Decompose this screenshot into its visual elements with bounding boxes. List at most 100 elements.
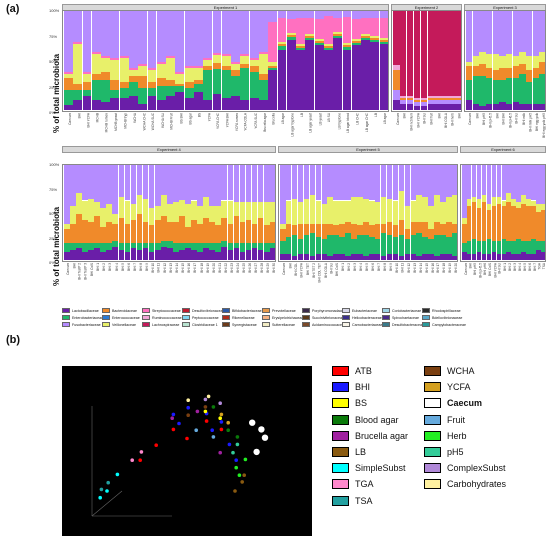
x-tick-label: BHI bbox=[402, 113, 407, 119]
x-tick-label: BHI pH6.5 bbox=[508, 113, 513, 128]
x-tick-label: BHI 13 bbox=[169, 263, 173, 273]
pca-legend-label: Herb bbox=[447, 430, 467, 441]
family-legend-label: Bacteroidaceae bbox=[112, 308, 137, 313]
pca-point bbox=[186, 413, 190, 417]
bar-segment bbox=[91, 80, 101, 100]
bar-segment bbox=[536, 250, 541, 260]
x-tick-label: BHI 6 bbox=[126, 263, 131, 271]
family-legend-swatch bbox=[422, 315, 430, 320]
bar-segment bbox=[434, 235, 440, 257]
x-tick-label: MCHB bbox=[95, 113, 100, 123]
bar-segment bbox=[110, 90, 120, 98]
x-tick-label: BHI pH6 bbox=[483, 263, 488, 276]
bar-segment bbox=[291, 225, 298, 236]
family-legend-label: Rikenellaceae bbox=[232, 315, 255, 320]
bar-segment bbox=[156, 86, 166, 100]
bar-segment bbox=[386, 235, 393, 255]
bar-segment bbox=[386, 198, 393, 222]
x-tick-label: BHI bbox=[468, 263, 473, 269]
pca-point bbox=[204, 419, 209, 423]
pca-svg bbox=[91, 394, 269, 517]
bar-segment bbox=[257, 217, 264, 243]
pca-legend-item: ATB bbox=[332, 366, 372, 376]
bar-segment bbox=[531, 206, 536, 239]
bar-segment bbox=[476, 240, 482, 253]
bar-segment bbox=[462, 242, 467, 253]
bar-segment bbox=[286, 11, 296, 19]
bar-segment bbox=[209, 242, 216, 251]
bar-segment bbox=[314, 43, 324, 45]
bar-segment bbox=[321, 223, 328, 239]
bar-segment bbox=[259, 100, 268, 110]
x-tick-label: YCFA SUC bbox=[253, 113, 258, 129]
bar-segment bbox=[315, 200, 322, 224]
bar-segment bbox=[91, 74, 101, 80]
bar-segment bbox=[441, 11, 448, 96]
bar-segment bbox=[315, 223, 322, 237]
bar-segment bbox=[374, 254, 381, 260]
bar-segment bbox=[406, 104, 414, 110]
bar-segment bbox=[173, 165, 179, 203]
bar-segment bbox=[130, 204, 137, 220]
bar-segment bbox=[448, 11, 455, 96]
bar-segment bbox=[333, 34, 343, 36]
family-legend-item: Lachnospiraceae bbox=[142, 322, 179, 327]
bar-segment bbox=[154, 165, 161, 207]
bar-segment bbox=[231, 11, 241, 62]
bar-segment bbox=[209, 221, 216, 243]
bar-segment bbox=[486, 78, 493, 104]
bar-segment bbox=[91, 54, 101, 74]
bar-segment bbox=[212, 69, 222, 94]
family-legend-swatch bbox=[342, 315, 350, 320]
bar-segment bbox=[203, 217, 209, 243]
bar-segment bbox=[370, 36, 380, 38]
bar-segment bbox=[138, 11, 148, 64]
bar-segment bbox=[506, 240, 511, 253]
x-tick-labels: Caecum BHI BHI YCFA MCHB MCHB rumen MCHB yeas… bbox=[62, 113, 389, 147]
bar-segment bbox=[191, 219, 197, 243]
pca-legend-label: TGA bbox=[355, 479, 374, 490]
bar-segment bbox=[519, 64, 526, 74]
family-legend-swatch bbox=[102, 322, 110, 327]
bar-segment bbox=[440, 254, 446, 260]
bar-segment bbox=[541, 165, 545, 205]
family-legend-item: Lactobacillaceae bbox=[62, 308, 99, 313]
bar-segment bbox=[166, 248, 173, 260]
bar-segment bbox=[112, 246, 119, 260]
bar-segment bbox=[64, 252, 70, 260]
bar-segment bbox=[539, 62, 545, 74]
bar-segment bbox=[303, 198, 310, 224]
bar-segment bbox=[541, 252, 545, 260]
bar-segment bbox=[466, 80, 473, 100]
pca-point bbox=[115, 472, 120, 477]
bar-segment bbox=[441, 96, 448, 98]
bar-segment bbox=[185, 204, 191, 228]
pca-legend-item: TSA bbox=[332, 495, 373, 506]
pca-legend-swatch bbox=[424, 447, 441, 457]
bar-segment bbox=[492, 80, 499, 104]
x-tick-label: LB agar yeast bbox=[309, 113, 314, 133]
bar-segment bbox=[398, 256, 405, 260]
bar-segment bbox=[446, 221, 452, 237]
bar-segment bbox=[393, 90, 400, 100]
pca-legend-swatch bbox=[332, 495, 349, 506]
bar-segment bbox=[476, 165, 482, 199]
bar-segment bbox=[427, 104, 434, 110]
bar-segment bbox=[491, 206, 497, 241]
bar-segment bbox=[82, 96, 92, 110]
pca-legend-label: pH5 bbox=[447, 447, 464, 457]
pca-point bbox=[249, 419, 256, 426]
bar-segment bbox=[410, 235, 417, 255]
bar-segment bbox=[379, 18, 388, 38]
bar-segment bbox=[245, 242, 252, 251]
x-tick-label: LB bbox=[299, 113, 304, 117]
bar-segment bbox=[156, 11, 166, 62]
bar-segment bbox=[129, 76, 138, 82]
bar-segment bbox=[351, 238, 357, 255]
bar-segment bbox=[351, 41, 361, 43]
bar-segment bbox=[101, 56, 111, 58]
pca-point bbox=[171, 427, 176, 432]
pca-legend-label: TSA bbox=[355, 495, 373, 506]
bar-segment bbox=[526, 56, 533, 70]
bar-segment bbox=[94, 248, 100, 260]
